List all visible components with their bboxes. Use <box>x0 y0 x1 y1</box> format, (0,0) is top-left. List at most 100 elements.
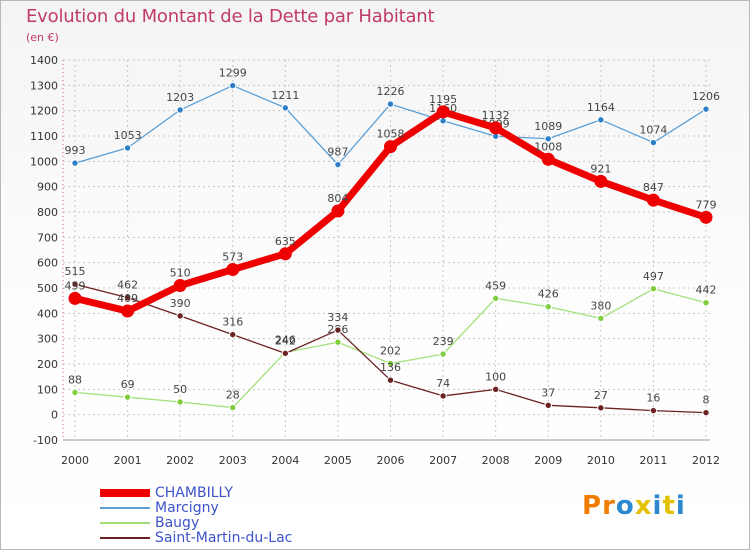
legend-label-saint-martin-du-lac: Saint-Martin-du-Lac <box>155 530 293 546</box>
data-point-marcigny <box>71 159 79 167</box>
data-point-baugy <box>439 350 447 358</box>
data-point-baugy <box>597 314 605 323</box>
y-tick-label: 300 <box>37 333 58 346</box>
data-label-baugy: 202 <box>380 344 401 357</box>
x-tick-label: 2003 <box>219 454 247 467</box>
data-label-saint-martin-du-lac: 390 <box>170 297 191 310</box>
data-point-chambilly <box>541 152 555 166</box>
data-label-chambilly: 921 <box>590 162 611 175</box>
data-point-chambilly <box>68 291 82 305</box>
data-point-saint-martin-du-lac <box>491 385 500 394</box>
data-point-saint-martin-du-lac <box>229 330 237 339</box>
data-label-saint-martin-du-lac: 37 <box>541 386 555 399</box>
y-tick-label: 600 <box>37 257 58 270</box>
data-point-baugy <box>123 393 132 401</box>
logo-letter: x <box>634 491 653 521</box>
x-tick-label: 2001 <box>114 454 142 467</box>
data-point-marcigny <box>176 106 184 114</box>
data-point-marcigny <box>334 160 342 169</box>
data-label-chambilly: 1058 <box>377 128 405 141</box>
data-label-marcigny: 1211 <box>271 89 299 102</box>
data-point-chambilly <box>331 204 345 218</box>
data-point-baugy <box>176 398 184 406</box>
logo-letter: r <box>602 491 616 521</box>
legend-label-chambilly: CHAMBILLY <box>155 485 233 501</box>
data-label-saint-martin-du-lac: 8 <box>703 394 710 407</box>
x-tick-label: 2011 <box>639 454 667 467</box>
data-point-chambilly <box>226 263 240 277</box>
data-label-baugy: 50 <box>173 383 187 396</box>
y-tick-label: 100 <box>37 383 58 396</box>
data-point-chambilly <box>489 121 503 135</box>
data-label-chambilly: 1132 <box>482 109 510 122</box>
y-tick-label: 400 <box>37 307 58 320</box>
data-label-saint-martin-du-lac: 242 <box>275 334 296 347</box>
x-tick-label: 2007 <box>429 454 457 467</box>
y-tick-label: 1300 <box>30 79 58 92</box>
data-label-saint-martin-du-lac: 27 <box>594 389 608 402</box>
logo-letter: o <box>615 491 635 521</box>
x-tick-label: 2000 <box>61 454 89 467</box>
data-label-marcigny: 1164 <box>587 101 615 114</box>
data-point-saint-martin-du-lac <box>334 326 342 334</box>
data-label-chambilly: 779 <box>696 198 717 211</box>
data-point-marcigny <box>649 138 658 147</box>
x-tick-label: 2010 <box>587 454 615 467</box>
logo-letter: t <box>662 491 676 521</box>
y-tick-label: 700 <box>37 231 58 244</box>
logo-letter: i <box>675 491 686 521</box>
data-point-baugy <box>229 403 237 412</box>
data-label-baugy: 69 <box>121 378 135 391</box>
data-point-baugy <box>334 338 342 346</box>
data-label-marcigny: 1074 <box>639 124 667 137</box>
x-tick-label: 2008 <box>482 454 510 467</box>
data-point-marcigny <box>281 104 290 112</box>
data-point-marcigny <box>597 116 605 124</box>
data-label-saint-martin-du-lac: 316 <box>222 316 243 329</box>
y-tick-label: 1200 <box>30 105 58 118</box>
proxiti-logo: Proxiti <box>582 491 686 521</box>
data-point-baugy <box>491 294 500 303</box>
data-point-chambilly <box>278 247 292 261</box>
data-point-chambilly <box>384 140 397 154</box>
data-point-baugy <box>649 285 658 293</box>
data-point-chambilly <box>121 304 135 318</box>
y-tick-label: 1100 <box>30 130 58 143</box>
data-point-saint-martin-du-lac <box>649 406 658 415</box>
data-point-saint-martin-du-lac <box>386 376 395 384</box>
data-label-chambilly: 1008 <box>534 140 562 153</box>
data-label-saint-martin-du-lac: 74 <box>436 377 450 390</box>
legend-swatch-chambilly <box>100 489 150 497</box>
data-label-marcigny: 987 <box>327 146 348 159</box>
data-point-marcigny <box>544 135 552 143</box>
data-label-baugy: 239 <box>433 335 454 348</box>
x-tick-label: 2002 <box>166 454 194 467</box>
data-point-baugy <box>544 303 552 311</box>
data-label-marcigny: 1203 <box>166 91 194 104</box>
data-label-chambilly: 804 <box>327 192 348 205</box>
data-point-saint-martin-du-lac <box>544 401 552 409</box>
data-label-chambilly: 1195 <box>429 93 457 106</box>
legend-swatch-baugy <box>100 522 150 524</box>
data-label-baugy: 380 <box>590 299 611 312</box>
data-label-marcigny: 1226 <box>377 85 405 98</box>
data-label-chambilly: 510 <box>170 266 191 279</box>
data-point-marcigny <box>439 117 447 125</box>
data-point-marcigny <box>386 100 395 108</box>
y-tick-label: 900 <box>37 181 58 194</box>
data-label-chambilly: 409 <box>117 292 138 305</box>
data-label-baugy: 442 <box>696 284 717 297</box>
data-label-saint-martin-du-lac: 16 <box>646 392 660 405</box>
x-tick-label: 2005 <box>324 454 352 467</box>
data-point-marcigny <box>229 81 237 90</box>
data-label-chambilly: 459 <box>65 279 86 292</box>
logo-letter: i <box>652 491 663 521</box>
data-label-saint-martin-du-lac: 136 <box>380 361 401 374</box>
data-point-chambilly <box>594 174 608 188</box>
data-label-baugy: 28 <box>226 389 240 402</box>
data-point-saint-martin-du-lac <box>597 404 605 412</box>
data-point-saint-martin-du-lac <box>702 408 710 417</box>
x-tick-label: 2004 <box>271 454 299 467</box>
